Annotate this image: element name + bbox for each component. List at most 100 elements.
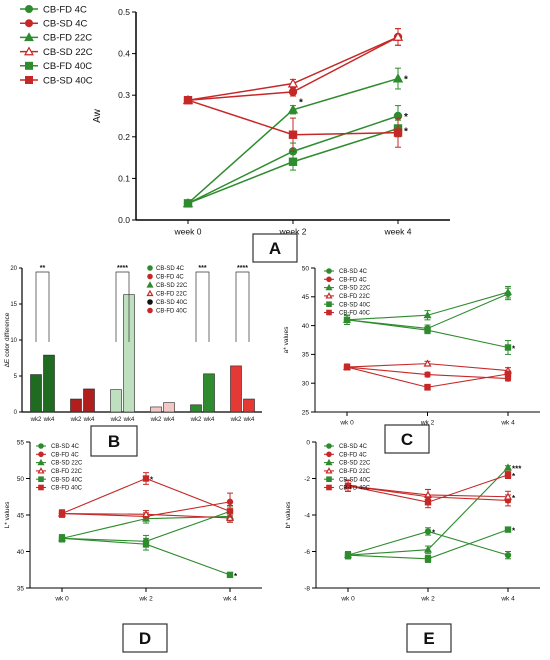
bar: [163, 402, 175, 413]
data-point: [504, 471, 512, 479]
data-point: [183, 199, 193, 208]
legend-label: CB-SD 22C: [339, 286, 371, 292]
data-point: [423, 311, 432, 319]
data-point: [58, 535, 66, 542]
data-point: [504, 344, 512, 351]
legend-label: CB-FD 4C: [51, 452, 79, 458]
data-point: [423, 359, 432, 367]
y-tick-label: 0.2: [118, 132, 130, 142]
y-axis-label: Aw: [92, 108, 103, 122]
legend-marker: [38, 484, 44, 491]
data-point: [344, 551, 352, 559]
x-tick-label: week 2: [279, 227, 307, 237]
y-tick-label: 15: [10, 302, 17, 308]
series-cb-fd-40c: [343, 363, 512, 391]
legend-label: CB-SD 40C: [43, 75, 93, 86]
legend-label: CB-SD 22C: [339, 461, 371, 467]
y-tick-label: 0.3: [118, 90, 130, 100]
legend-marker: [325, 458, 333, 466]
legend-marker: [38, 443, 44, 449]
legend-marker: [24, 32, 34, 42]
legend-label: CB-SD 4C: [339, 444, 368, 450]
data-point: [288, 157, 298, 166]
data-point: [424, 384, 431, 391]
legend-label: CB-FD 22C: [339, 294, 371, 300]
data-point: [504, 370, 512, 378]
bar: [243, 398, 255, 413]
data-point: [344, 482, 352, 490]
data-point: [58, 510, 66, 517]
legend-marker: [146, 281, 154, 288]
significance-marker: *: [404, 112, 408, 123]
legend-marker: [25, 75, 34, 84]
x-tick-label: wk 4: [500, 596, 515, 603]
legend-label: CB-SD 40C: [339, 302, 371, 308]
x-tick-label: wk4: [203, 417, 215, 423]
bar: [110, 389, 122, 413]
y-tick-label: 50: [302, 265, 310, 272]
data-point: [141, 510, 151, 518]
significance-marker: ****: [117, 265, 128, 272]
x-tick-label: wk4: [83, 417, 95, 423]
legend-label: CB-FD 4C: [156, 275, 184, 281]
data-point: [393, 128, 403, 137]
y-tick-label: 20: [10, 266, 17, 272]
series-cb-sd-40c: [58, 534, 234, 579]
bar: [150, 406, 162, 413]
bar: [70, 398, 82, 413]
panel-label: C: [401, 430, 413, 449]
y-tick-label: 0: [306, 439, 310, 446]
data-point: [504, 526, 512, 533]
significance-marker: **: [40, 265, 46, 272]
x-tick-label: wk2: [30, 417, 42, 423]
panel-a: 0.0 0.1 0.2 0.3 0.4 0.5 week 0 week 2 week 4 Aw * *…: [20, 4, 450, 263]
y-axis-label: b* values: [285, 501, 292, 528]
series-line: [347, 467, 509, 556]
y-tick-label: 55: [17, 439, 25, 446]
significance-marker: *: [512, 527, 516, 536]
legend-label: CB-SD 4C: [156, 266, 185, 272]
data-point: [287, 78, 299, 88]
x-tick-label: wk2: [190, 417, 202, 423]
legend-marker: [147, 307, 153, 314]
significance-bracket: [115, 271, 130, 342]
panel-d: 35 40 45 50 55 wk 0 wk 2 wk 4 L* values * * CB-SD 4…: [4, 439, 262, 653]
x-tick-label: week 0: [174, 227, 202, 237]
bar: [230, 365, 242, 413]
x-tick-label: wk 4: [222, 596, 237, 603]
legend-label: CB-SD 4C: [43, 19, 87, 30]
data-point: [142, 475, 150, 482]
bar: [190, 404, 202, 413]
legend-marker: [38, 451, 44, 458]
legend-label: CB-FD 40C: [43, 61, 92, 72]
y-tick-label: 45: [302, 294, 310, 301]
legend-marker: [326, 268, 332, 274]
legend-label: CB-SD 22C: [43, 47, 93, 58]
legend-marker: [25, 19, 34, 28]
panel-label-box: [252, 233, 298, 263]
y-tick-label: 10: [10, 338, 17, 344]
data-point: [226, 571, 234, 579]
data-point: [226, 498, 234, 506]
significance-marker: *: [299, 97, 303, 108]
y-tick-label: -6: [304, 549, 310, 556]
significance-marker: *: [150, 476, 154, 485]
x-tick-label: wk 0: [340, 596, 355, 603]
legend-marker: [325, 283, 333, 291]
x-tick-label: wk 2: [420, 420, 435, 427]
panel-label-box: [122, 623, 168, 653]
data-point: [392, 31, 404, 41]
legend-marker: [25, 4, 34, 14]
data-point: [424, 528, 432, 535]
y-tick-label: 35: [17, 585, 25, 592]
significance-marker: *: [512, 472, 516, 481]
x-tick-label: wk2: [110, 417, 122, 423]
data-point: [183, 95, 193, 105]
y-tick-label: 0.5: [118, 7, 130, 17]
significance-marker: ****: [237, 265, 248, 272]
legend-marker: [24, 46, 34, 56]
data-point: [424, 555, 432, 563]
x-tick-label: wk2: [70, 417, 82, 423]
